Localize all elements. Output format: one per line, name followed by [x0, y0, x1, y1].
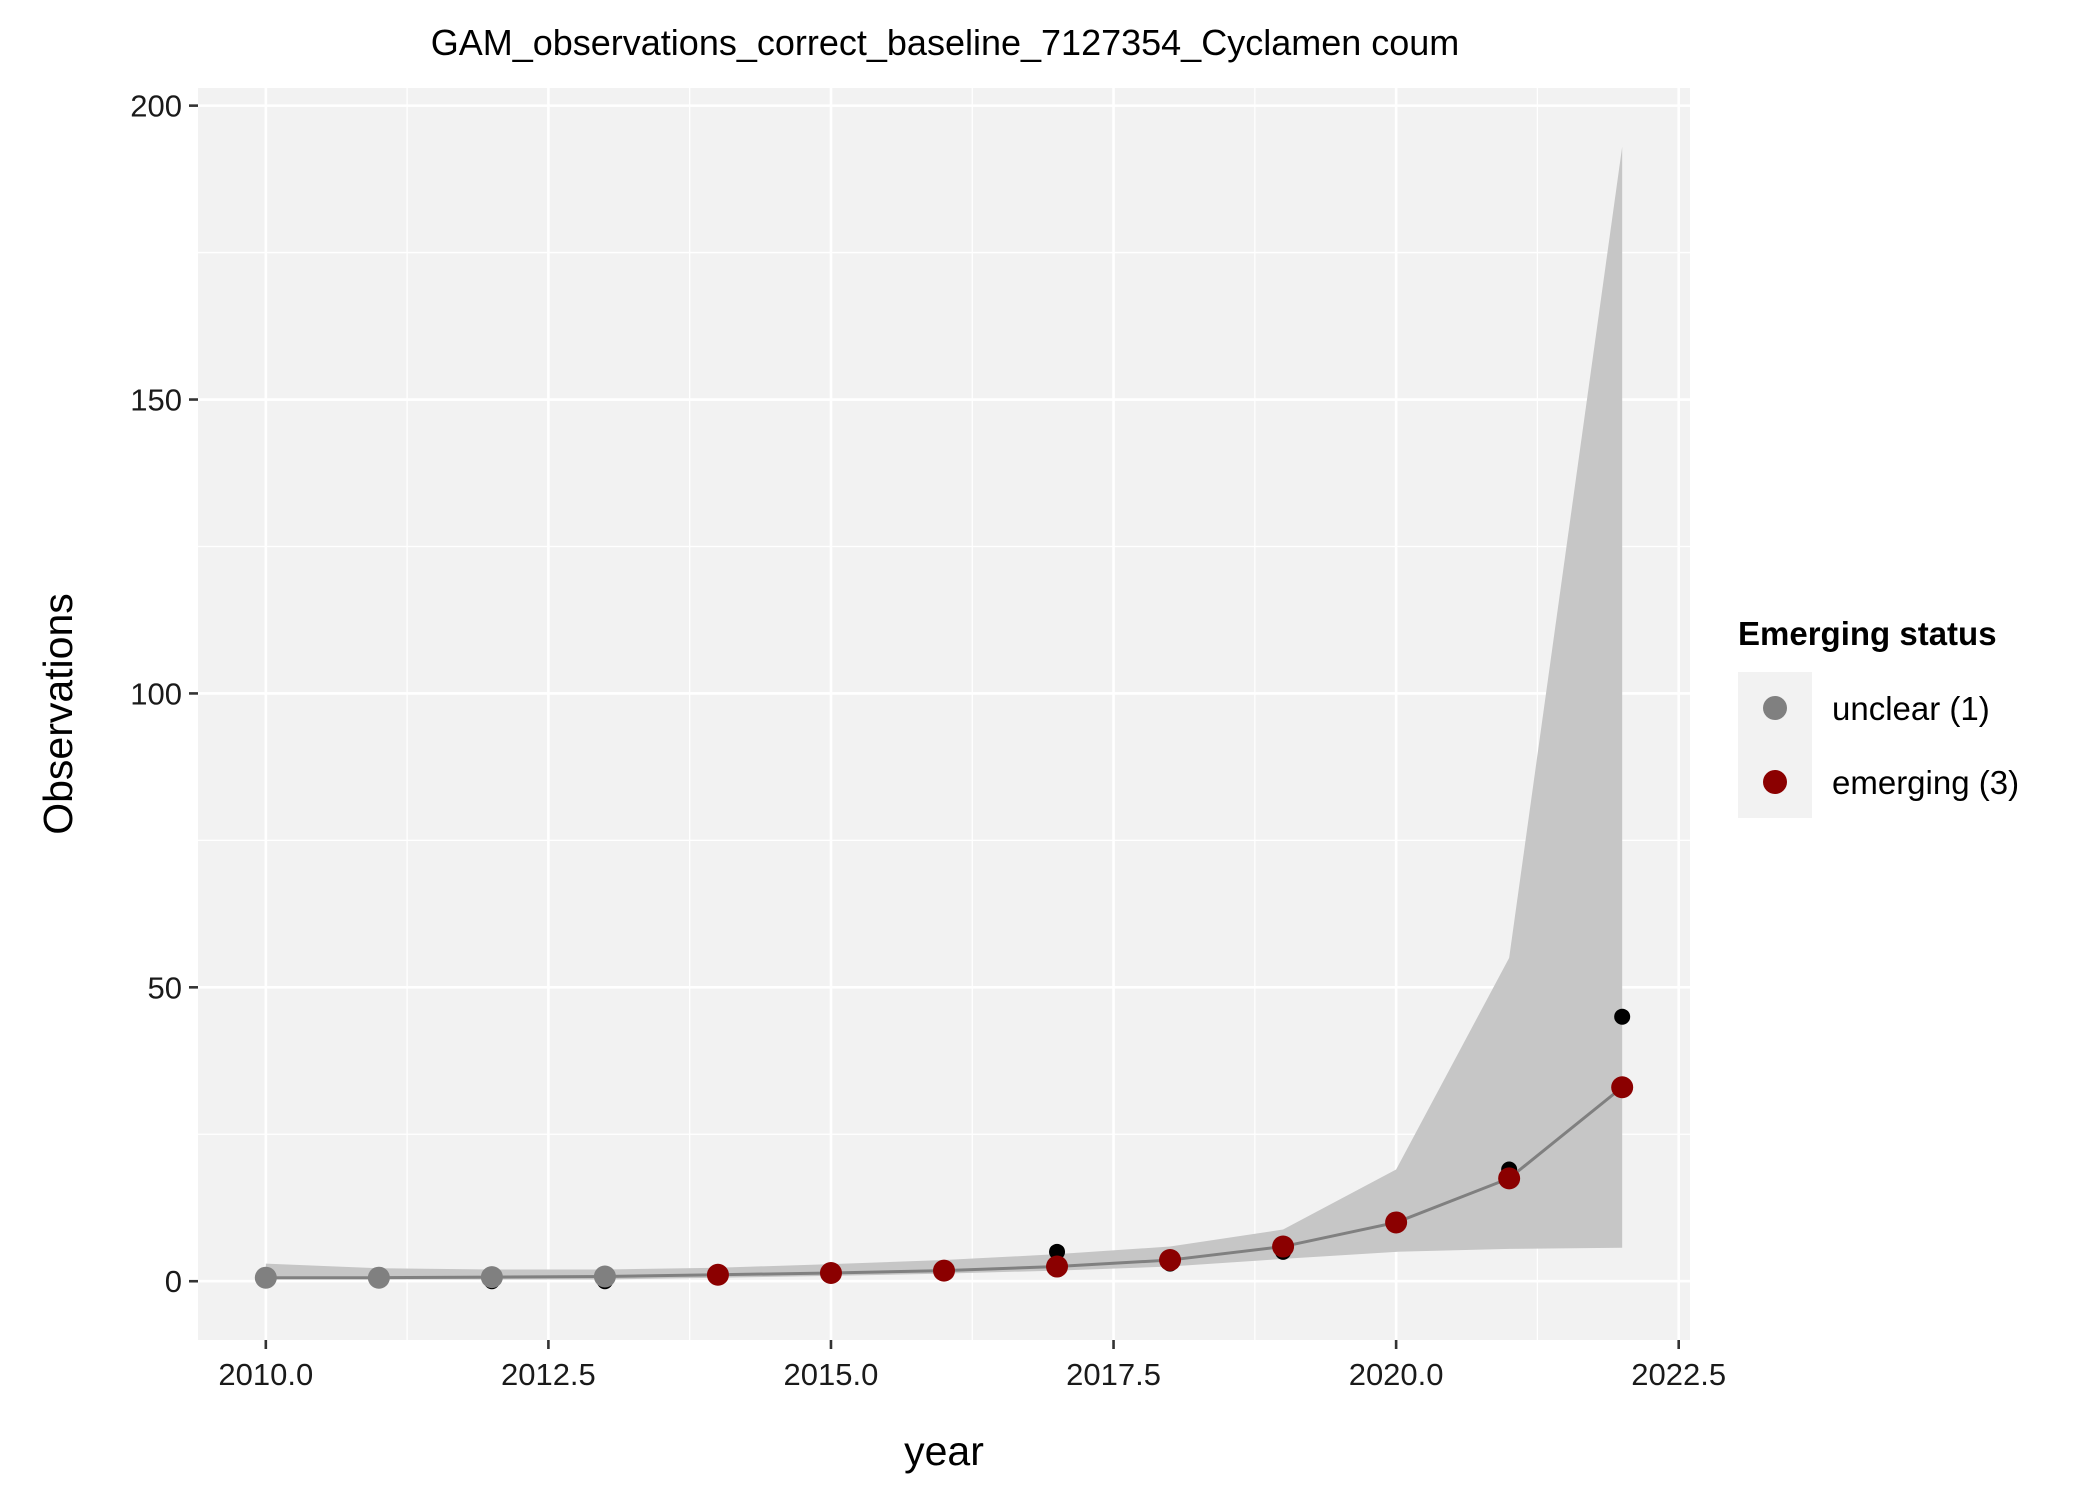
legend: Emerging status unclear (1) emerging (3) — [1738, 615, 2019, 818]
y-axis-title: Observations — [35, 593, 81, 835]
y-tick-label: 100 — [130, 676, 182, 711]
status-point — [1159, 1249, 1182, 1272]
major-gridlines — [198, 88, 1690, 1340]
status-points — [254, 1076, 1634, 1289]
legend-key-background — [1738, 672, 1812, 818]
status-point — [933, 1259, 955, 1282]
x-tick-label: 2010.0 — [218, 1357, 313, 1392]
status-point — [706, 1263, 729, 1286]
chart-title: GAM_observations_correct_baseline_712735… — [431, 22, 1460, 63]
legend-title: Emerging status — [1738, 615, 1997, 652]
legend-label-emerging: emerging (3) — [1832, 764, 2019, 801]
status-point — [593, 1265, 616, 1288]
status-point — [1046, 1255, 1069, 1278]
legend-label-unclear: unclear (1) — [1832, 690, 1990, 727]
legend-key-unclear — [1763, 696, 1787, 720]
x-tick-label: 2015.0 — [784, 1357, 879, 1392]
y-tick-label: 0 — [165, 1264, 182, 1299]
observed-point — [1049, 1243, 1066, 1260]
status-point — [819, 1261, 842, 1284]
observed-point — [1614, 1008, 1631, 1025]
x-axis-title: year — [904, 1428, 984, 1474]
status-point — [1611, 1076, 1634, 1099]
status-point — [1385, 1211, 1408, 1234]
legend-key-emerging — [1763, 770, 1787, 794]
y-axis: 0 50 100 150 200 — [130, 89, 198, 1299]
status-point — [1272, 1235, 1295, 1258]
x-axis: 2010.0 2012.5 2015.0 2017.5 2020.0 2022.5 — [218, 1340, 1726, 1392]
y-tick-label: 150 — [130, 383, 182, 418]
x-tick-label: 2022.5 — [1631, 1357, 1726, 1392]
x-tick-label: 2017.5 — [1066, 1357, 1161, 1392]
status-point — [367, 1266, 390, 1289]
x-tick-label: 2020.0 — [1349, 1357, 1444, 1392]
x-tick-label: 2012.5 — [501, 1357, 596, 1392]
confidence-band — [265, 146, 1623, 1280]
status-point — [480, 1266, 503, 1289]
status-point — [1498, 1167, 1521, 1190]
y-tick-label: 50 — [148, 970, 182, 1005]
status-point — [254, 1266, 277, 1289]
minor-gridlines — [198, 88, 1690, 1340]
y-tick-label: 200 — [130, 89, 182, 124]
